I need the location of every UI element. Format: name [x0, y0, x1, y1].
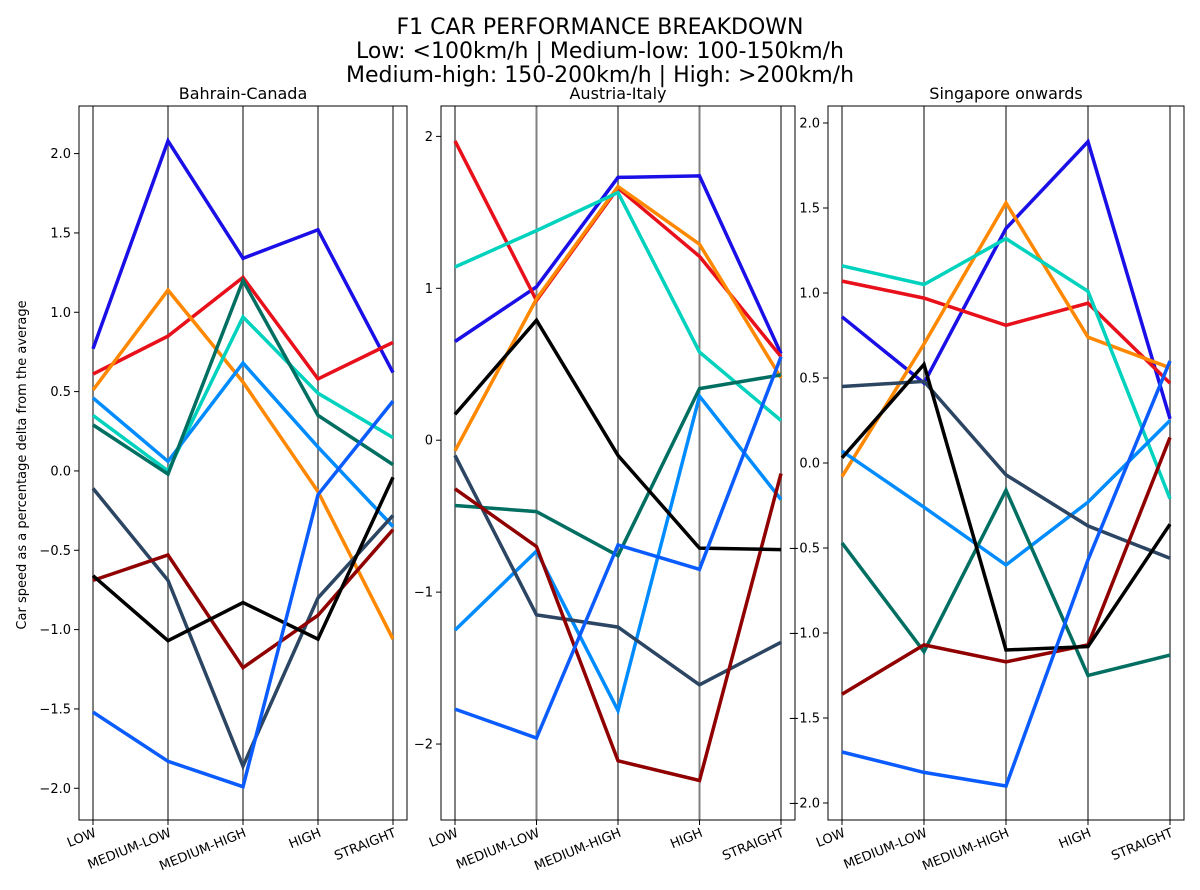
- y-tick-label: −0.5: [39, 544, 71, 559]
- series-line-7: [841, 379, 1171, 560]
- series-line-5: [453, 392, 783, 716]
- figure-title: F1 CAR PERFORMANCE BREAKDOWN Low: <100km…: [346, 15, 854, 88]
- y-tick-label: −2.0: [788, 797, 820, 812]
- series-line-4: [91, 314, 394, 474]
- y-tick-label: −0.5: [788, 542, 820, 557]
- series-line-4: [841, 236, 1172, 500]
- x-tick-label: HIGH: [668, 826, 705, 852]
- y-tick-label: 0.5: [50, 385, 71, 400]
- series-line-6: [840, 486, 1171, 678]
- y-tick-label: −1.5: [788, 712, 820, 727]
- series-line-9: [453, 317, 782, 552]
- chart-panels: −2.0−1.5−1.0−0.50.00.51.01.52.0LOWMEDIUM…: [39, 84, 1185, 874]
- y-tick-label: 2.0: [50, 147, 71, 162]
- series-line-10: [454, 356, 783, 741]
- series-line-1: [840, 138, 1172, 420]
- panel-title: Bahrain-Canada: [179, 84, 308, 103]
- series-line-5: [91, 360, 395, 528]
- x-tick-label: MEDIUM-LOW: [454, 826, 542, 873]
- y-tick-label: 0.0: [799, 457, 820, 472]
- y-tick-label: 1.5: [50, 226, 71, 241]
- y-tick-label: 1.0: [50, 306, 71, 321]
- x-tick-label: LOW: [65, 826, 98, 851]
- x-tick-label: STRAIGHT: [1109, 826, 1175, 864]
- series-line-1: [454, 174, 783, 355]
- y-tick-label: 2: [425, 130, 433, 145]
- figure-title-line-2: Low: <100km/h | Medium-low: 100-150km/h: [356, 39, 844, 64]
- x-tick-label: STRAIGHT: [720, 826, 786, 864]
- series-line-10: [92, 400, 395, 789]
- panel-title: Austria-Italy: [569, 84, 666, 103]
- y-tick-label: 1: [425, 282, 433, 297]
- series-line-3: [840, 199, 1171, 478]
- series-line-6: [454, 373, 782, 559]
- y-tick-label: −1.5: [39, 702, 71, 717]
- y-tick-label: 2.0: [799, 117, 820, 132]
- series-line-7: [453, 454, 782, 687]
- series-line-2: [841, 279, 1172, 385]
- y-axis-label: Car speed as a percentage delta from the…: [15, 300, 30, 629]
- series-line-8: [841, 436, 1172, 696]
- series-line-7: [91, 487, 395, 771]
- y-tick-label: −1.0: [788, 627, 820, 642]
- x-tick-label: MEDIUM-HIGH: [920, 826, 1011, 874]
- y-tick-label: −2.0: [39, 782, 71, 797]
- y-tick-label: −1: [414, 586, 433, 601]
- y-tick-label: −2: [414, 738, 433, 753]
- x-tick-label: HIGH: [287, 826, 324, 852]
- series-line-1: [91, 136, 395, 374]
- y-tick-label: 1.0: [799, 287, 820, 302]
- series-line-5: [841, 419, 1172, 568]
- y-tick-label: 0.0: [50, 464, 71, 479]
- x-tick-label: LOW: [427, 826, 460, 851]
- x-tick-label: STRAIGHT: [332, 826, 398, 864]
- chart-panel-1: −2.0 −1.5 −1.0 −0.5 0.0 0.5 1.0 1.5 2.0 LOW MEDIUM…: [39, 84, 408, 874]
- series-line-6: [92, 276, 394, 477]
- y-tick-label: 0: [425, 434, 433, 449]
- x-tick-label: LOW: [814, 826, 847, 851]
- figure-title-line-1: F1 CAR PERFORMANCE BREAKDOWN: [396, 15, 803, 40]
- panel-title: Singapore onwards: [929, 84, 1082, 103]
- x-tick-label: HIGH: [1057, 826, 1094, 852]
- series-line-10: [841, 360, 1172, 788]
- x-tick-label: MEDIUM-LOW: [842, 826, 930, 873]
- x-tick-label: MEDIUM-HIGH: [532, 826, 623, 874]
- y-tick-label: −1.0: [39, 623, 71, 638]
- series-line-4: [454, 190, 783, 422]
- y-tick-label: 0.5: [799, 372, 820, 387]
- chart-panel-3: −2.0−1.5−1.0−0.50.00.51.01.52.0LOWMEDIUM…: [788, 84, 1185, 874]
- series-line-9: [840, 360, 1172, 652]
- series-line-3: [91, 287, 395, 640]
- figure-title-line-3: Medium-high: 150-200km/h | High: >200km/…: [346, 63, 854, 88]
- y-tick-label: 1.5: [799, 202, 820, 217]
- x-tick-label: MEDIUM-HIGH: [157, 826, 248, 874]
- series-line-9: [91, 476, 395, 643]
- series-line-8: [453, 473, 783, 783]
